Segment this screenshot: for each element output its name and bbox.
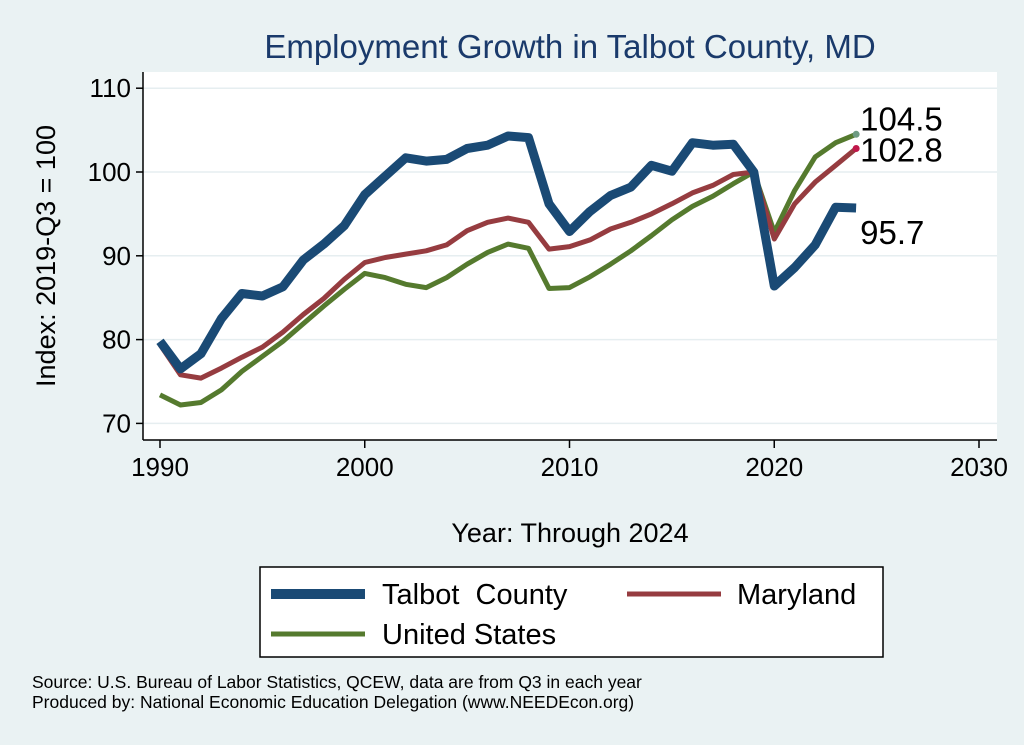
x-tick-label-2020: 2020	[745, 452, 803, 482]
y-tick-label-110: 110	[90, 73, 131, 103]
series-layer	[156, 131, 858, 408]
x-axis-title: Year: Through 2024	[451, 518, 688, 548]
y-tick-label-80: 80	[102, 325, 131, 355]
legend-label-talbot: Talbot County	[382, 579, 568, 611]
end-marker-maryland	[852, 145, 860, 153]
y-axis-title: Index: 2019-Q3 = 100	[31, 125, 61, 387]
end-label-maryland: 102.8	[860, 132, 943, 169]
y-tick-label-100: 100	[88, 157, 131, 187]
series-line-maryland	[157, 146, 858, 381]
end-label-talbot-county: 95.7	[860, 214, 924, 251]
series-line-united-states	[158, 131, 858, 408]
end-marker-united-states	[852, 130, 860, 138]
source-note: Source: U.S. Bureau of Labor Statistics,…	[32, 672, 642, 692]
legend-label-united-states: United States	[382, 619, 556, 651]
x-tick-label-2030: 2030	[950, 452, 1008, 482]
chart-title: Employment Growth in Talbot County, MD	[264, 28, 875, 65]
legend-box	[259, 566, 884, 658]
y-tick-label-90: 90	[102, 241, 131, 271]
end-label-united-states: 104.5	[860, 100, 943, 137]
x-tick-label-2000: 2000	[336, 452, 394, 482]
legend-label-maryland: Maryland	[737, 579, 856, 611]
axes: 70 80 90 100 110 1990 2000 2010 2020 2030	[88, 72, 1008, 482]
y-tick-label-70: 70	[102, 408, 131, 438]
x-tick-label-1990: 1990	[131, 452, 189, 482]
series-line-talbot-county	[156, 131, 857, 374]
x-tick-label-2010: 2010	[541, 452, 599, 482]
legend: Talbot County Maryland United States	[259, 566, 884, 658]
produced-by-note: Produced by: National Economic Education…	[32, 692, 635, 712]
